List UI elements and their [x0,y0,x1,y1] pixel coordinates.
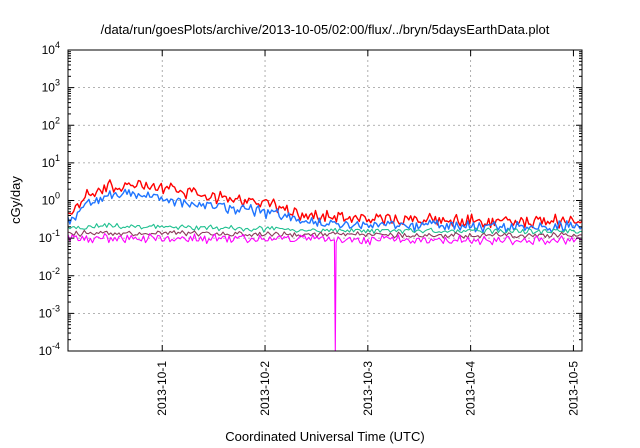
x-tick-label: 2013-10-5 [566,361,580,416]
y-axis: 10-4 10-3 10-2 10-1 100 101 102 103 104 [39,40,582,358]
x-tick-label: 2013-10-2 [258,361,272,416]
x-tick-label: 2013-10-3 [361,361,375,416]
series-line-1 [67,179,583,229]
y-axis-title: cGy/day [8,176,23,224]
x-tick-label: 2013-10-4 [464,361,478,416]
y-tick-label: 103 [42,78,60,95]
y-tick-label: 10-2 [39,266,60,283]
series-layer [67,179,583,352]
y-tick-label: 100 [42,191,60,208]
series-line-4 [67,229,583,239]
series-line-3 [67,222,583,235]
y-tick-label: 101 [42,153,60,170]
chart-title: /data/run/goesPlots/archive/2013-10-05/0… [101,22,550,37]
x-tick-label: 2013-10-1 [155,361,169,416]
series-line-5 [67,233,583,352]
grid [68,50,582,351]
y-tick-label: 10-1 [39,228,60,245]
y-tick-label: 10-3 [39,303,60,320]
x-axis-title: Coordinated Universal Time (UTC) [225,429,424,444]
x-axis: 2013-10-1 2013-10-2 2013-10-3 2013-10-4 2013… [155,50,580,416]
y-tick-label: 104 [42,40,60,57]
y-tick-label: 10-4 [39,341,60,358]
series-line-2 [67,188,583,233]
y-tick-label: 102 [42,115,60,132]
